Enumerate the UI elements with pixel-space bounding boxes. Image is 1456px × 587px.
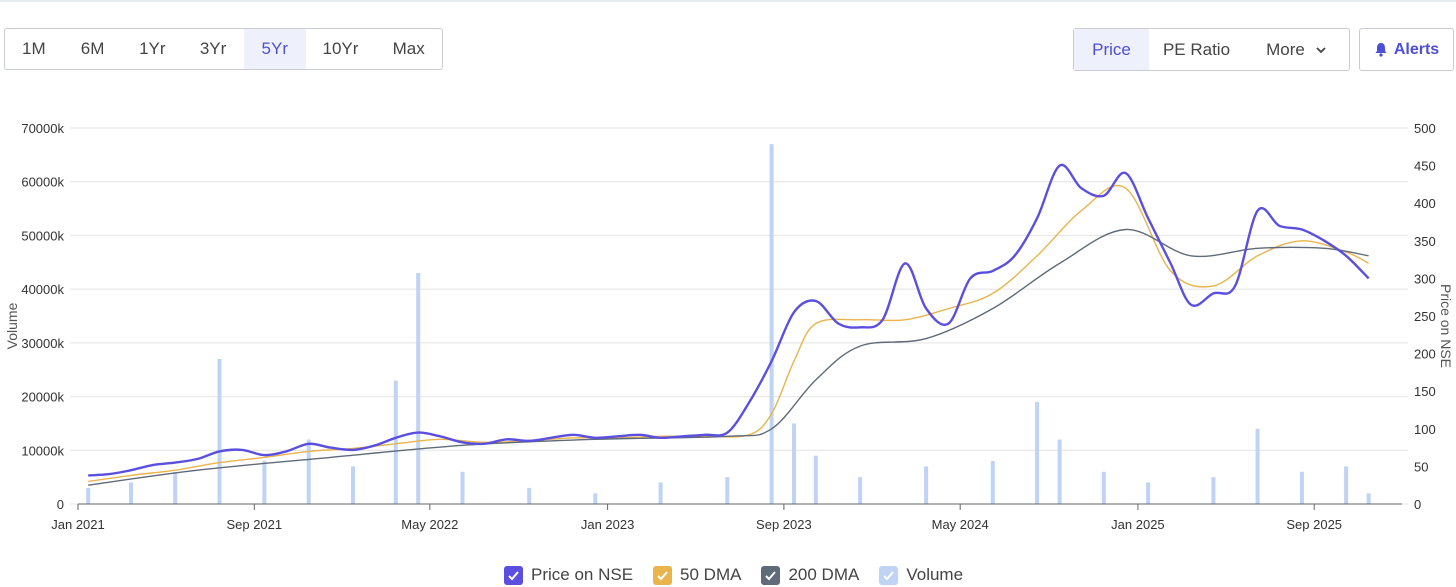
volume-bar: [416, 273, 421, 504]
y-right-tick-label: 200: [1414, 347, 1436, 362]
y-right-tick-label: 250: [1414, 309, 1436, 324]
volume-bar: [1211, 477, 1216, 504]
price-volume-chart: 0 10000k 20000k 30000k 40000k 50000k 60000k 700…: [4, 121, 1454, 532]
bell-icon: [1375, 43, 1387, 57]
y-right-tick-label: 150: [1414, 384, 1436, 399]
alerts-button[interactable]: Alerts: [1359, 28, 1454, 71]
range-button-10yr[interactable]: 10Yr: [322, 39, 359, 58]
y-left-tick-label: 30000k: [21, 336, 64, 351]
chevron-down-icon: [1316, 46, 1326, 53]
legend-item-price-on-nse[interactable]: Price on NSE: [504, 565, 633, 585]
y-left-tick-label: 50000k: [21, 228, 64, 243]
y-right-tick-label: 450: [1414, 159, 1436, 174]
dma200-line: [88, 228, 1369, 486]
y-right-tick-label: 300: [1414, 271, 1436, 286]
y-right-tick-label: 500: [1414, 121, 1436, 136]
volume-bar: [858, 477, 863, 504]
y-right-tick-label: 50: [1414, 459, 1428, 474]
mode-button-pe-ratio[interactable]: PE Ratio: [1149, 29, 1244, 70]
volume-bar: [1366, 493, 1371, 504]
y-left-tick-label: 70000k: [21, 121, 64, 136]
volume-bar: [1035, 401, 1040, 504]
volume-bar: [1146, 482, 1151, 504]
y-left-tick-label: 0: [57, 497, 64, 512]
x-tick-label: Sep 2023: [756, 517, 812, 532]
legend-label: 200 DMA: [788, 565, 860, 584]
volume-bar: [813, 455, 818, 504]
legend-label: Volume: [906, 565, 964, 584]
volume-bar: [217, 359, 222, 504]
chart-mode-selector: Price PE Ratio More: [1073, 28, 1350, 71]
volume-bar: [306, 439, 311, 504]
y-right-tick-label: 400: [1414, 196, 1436, 211]
legend-item-volume[interactable]: Volume: [879, 565, 963, 585]
alerts-label: Alerts: [1393, 40, 1440, 58]
volume-bar: [1101, 471, 1106, 504]
chart-legend: Price on NSE 50 DMA 200 DMA Volume: [504, 565, 963, 585]
volume-bar: [1255, 428, 1260, 504]
y-left-axis-title: Volume: [4, 302, 20, 349]
checkbox-icon[interactable]: [653, 565, 673, 585]
volume-bar: [769, 144, 774, 504]
y-left-tick-label: 20000k: [21, 390, 64, 405]
range-button-6m[interactable]: 6M: [80, 39, 105, 58]
volume-bar: [527, 487, 532, 504]
x-tick-label: May 2022: [401, 517, 458, 532]
mode-label: PE Ratio: [1162, 39, 1231, 59]
range-button-1yr[interactable]: 1Yr: [139, 39, 166, 58]
range-button-5yr[interactable]: 5Yr: [243, 29, 306, 69]
y-right-axis-title: Price on NSE: [1438, 284, 1454, 368]
volume-bar: [792, 423, 796, 504]
x-tick-label: Jan 2021: [51, 517, 105, 532]
legend-item-200-dma[interactable]: 200 DMA: [761, 565, 859, 585]
x-tick-label: Jan 2025: [1111, 517, 1165, 532]
volume-bar: [990, 461, 995, 504]
y-right-tick-label: 350: [1414, 234, 1436, 249]
y-right-tick-label: 0: [1414, 497, 1421, 512]
legend-label: 50 DMA: [680, 565, 742, 584]
x-tick-label: Sep 2021: [226, 517, 282, 532]
mode-label: More: [1266, 39, 1305, 59]
checkbox-icon[interactable]: [761, 565, 781, 585]
x-tick-label: Sep 2025: [1286, 517, 1342, 532]
legend-item-50-dma[interactable]: 50 DMA: [653, 565, 741, 585]
volume-bar: [924, 466, 929, 504]
mode-button-more[interactable]: More: [1244, 29, 1349, 70]
mode-label: Price: [1092, 39, 1131, 59]
volume-bar: [460, 471, 465, 504]
checkbox-icon[interactable]: [504, 565, 523, 585]
top-divider: [0, 0, 1456, 2]
volume-bar: [86, 487, 91, 504]
y-left-tick-label: 60000k: [21, 175, 64, 190]
y-left-tick-label: 40000k: [21, 282, 64, 297]
volume-bar: [262, 461, 267, 504]
volume-bar: [393, 380, 398, 504]
volume-bar: [1299, 471, 1304, 504]
legend-label: Price on NSE: [531, 565, 634, 584]
y-right-tick-label: 100: [1414, 422, 1436, 437]
volume-bar: [593, 493, 598, 504]
x-tick-label: May 2024: [932, 517, 989, 532]
volume-bar: [1057, 439, 1062, 504]
price-line: [88, 163, 1370, 477]
volume-bar: [173, 471, 178, 504]
y-left-tick-label: 10000k: [21, 443, 64, 458]
range-button-1m[interactable]: 1M: [22, 39, 46, 58]
volume-bar: [1344, 466, 1349, 504]
range-button-3yr[interactable]: 3Yr: [199, 39, 227, 58]
dma50-line: [88, 185, 1369, 483]
x-tick-label: Jan 2023: [581, 517, 635, 532]
range-button-max[interactable]: Max: [392, 39, 425, 58]
volume-bar: [658, 482, 663, 504]
checkbox-icon[interactable]: [879, 565, 899, 585]
volume-bar: [351, 466, 355, 504]
volume-bar: [725, 477, 730, 504]
mode-button-price[interactable]: Price: [1074, 29, 1149, 70]
volume-bar: [129, 482, 133, 504]
time-range-selector: 1M 6M 1Yr 3Yr 5Yr 10Yr Max: [4, 28, 443, 70]
